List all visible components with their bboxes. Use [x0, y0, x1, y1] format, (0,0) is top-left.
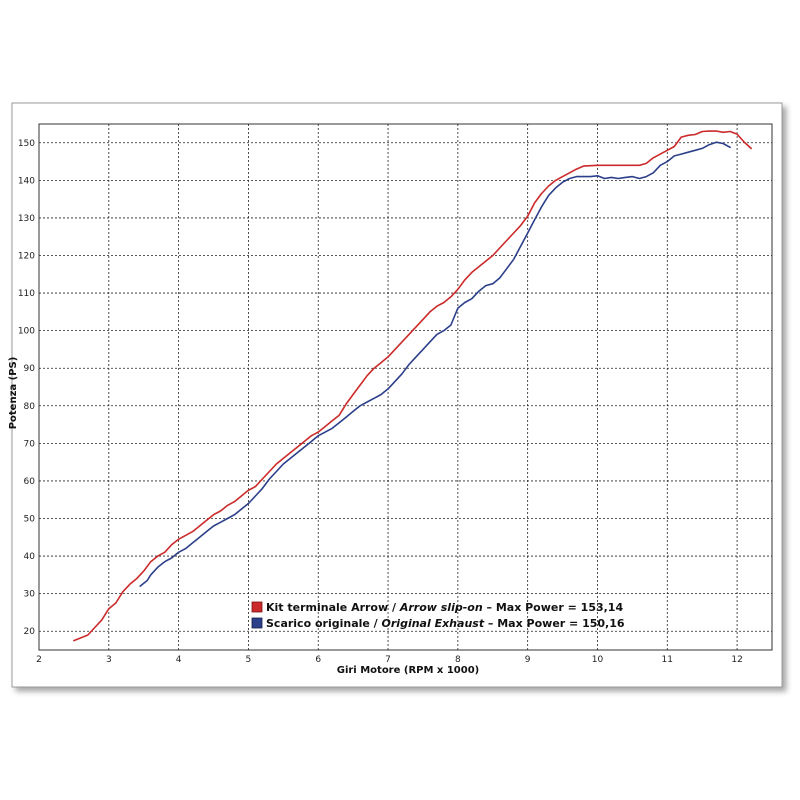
x-axis-title: Giri Motore (RPM x 1000): [337, 665, 480, 676]
x-tick-label: 6: [315, 655, 321, 665]
y-tick-label: 100: [18, 327, 35, 337]
x-tick-label: 3: [106, 655, 112, 665]
y-tick-label: 50: [24, 515, 36, 525]
x-tick-label: 12: [731, 655, 742, 665]
y-tick-label: 140: [18, 176, 35, 186]
legend-item-original: Scarico originale / Original Exhaust – M…: [251, 617, 625, 630]
plot-area: [38, 123, 773, 651]
y-tick-label: 120: [18, 252, 35, 262]
legend: Kit terminale Arrow / Arrow slip-on – Ma…: [251, 601, 625, 630]
y-tick-label: 20: [24, 627, 36, 637]
legend-max-original: – Max Power = 150,16: [484, 617, 625, 630]
x-tick-label: 4: [176, 655, 182, 665]
x-tick-label: 7: [385, 655, 391, 665]
legend-italic-arrow: Arrow slip-on: [399, 601, 483, 614]
y-tick-label: 30: [24, 590, 36, 600]
x-tick-label: 8: [455, 655, 461, 665]
y-tick-label: 70: [24, 439, 36, 449]
y-tick-label: 40: [24, 552, 36, 562]
y-tick-label: 130: [18, 214, 35, 224]
svg-text:Kit terminale Arrow / Arrow sl: Kit terminale Arrow / Arrow slip-on – Ma…: [266, 601, 623, 614]
x-tick-label: 11: [662, 655, 673, 665]
y-tick-label: 150: [18, 139, 35, 149]
y-tick-label: 80: [24, 402, 36, 412]
tick-labels: 2 3 4 5 6 7 8 9 10 11 12 20 30 40 50 60 70 80 90 100 110 120 1…: [18, 139, 743, 665]
legend-label-arrow: Kit terminale Arrow /: [266, 601, 400, 614]
legend-item-arrow: Kit terminale Arrow / Arrow slip-on – Ma…: [251, 601, 623, 614]
x-tick-label: 2: [36, 655, 42, 665]
series-line-arrow: [73, 130, 752, 642]
series-lines: [73, 130, 752, 642]
y-tick-label: 60: [24, 477, 36, 487]
x-tick-label: 9: [525, 655, 531, 665]
y-tick-label: 90: [24, 364, 36, 374]
legend-max-arrow: – Max Power = 153,14: [483, 601, 624, 614]
y-axis-title: Potenza (PS): [8, 357, 19, 430]
svg-text:Scarico originale / Original E: Scarico originale / Original Exhaust – M…: [266, 617, 625, 630]
legend-swatch-arrow: [251, 601, 263, 613]
series-line-original: [139, 141, 731, 587]
y-tick-label: 110: [18, 289, 35, 299]
x-tick-label: 10: [592, 655, 604, 665]
legend-swatch-original: [251, 617, 263, 629]
legend-label-original: Scarico originale /: [266, 617, 382, 630]
x-tick-label: 5: [246, 655, 252, 665]
legend-italic-original: Original Exhaust: [382, 617, 485, 630]
